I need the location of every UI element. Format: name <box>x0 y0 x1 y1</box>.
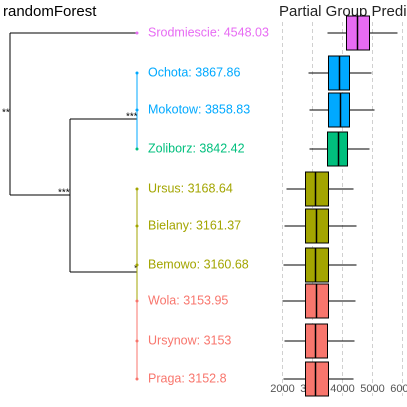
leaf-label: Mokotow: 3858.83 <box>148 102 250 116</box>
leaf-dot <box>135 108 139 112</box>
leaf-dot <box>135 187 139 191</box>
x-tick-label: 6000 <box>390 383 407 395</box>
leaf-label: Ursus: 3168.64 <box>148 181 233 195</box>
leaf-dot <box>135 263 139 267</box>
box <box>327 131 349 167</box>
leaf-dot <box>135 147 139 151</box>
significance-label: *** <box>58 188 70 199</box>
leaf-dot <box>135 339 139 343</box>
x-tick-label: 4000 <box>330 383 354 395</box>
leaf-label: Praga: 3152.8 <box>148 371 227 385</box>
leaf-dot <box>135 377 139 381</box>
leaf-label: Zoliborz: 3842.42 <box>148 141 245 155</box>
box <box>305 247 329 283</box>
tree-title: randomForest <box>3 3 97 20</box>
leaf-label: Bemowo: 3160.68 <box>148 257 249 271</box>
leaf-dot <box>135 299 139 303</box>
leaf-label: Ursynow: 3153 <box>148 333 231 347</box>
leaf-dot <box>135 224 139 228</box>
leaf-dot <box>135 31 139 35</box>
leaf-dot <box>135 71 139 75</box>
x-tick-label: 2000 <box>270 383 294 395</box>
significance-label: ** <box>2 108 10 119</box>
box <box>305 361 329 397</box>
chart-title: Partial Group Predictions <box>279 3 407 20</box>
leaf-label: Ochota: 3867.86 <box>148 65 240 79</box>
box <box>305 323 329 359</box>
box <box>305 171 329 207</box>
x-tick-label: 5000 <box>360 383 384 395</box>
significance-label: *** <box>126 112 138 123</box>
leaf-label: Srodmiescie: 4548.03 <box>148 25 269 39</box>
box <box>327 92 350 128</box>
leaf-label: Wola: 3153.95 <box>148 293 228 307</box>
leaf-label: Bielany: 3161.37 <box>148 218 241 232</box>
tree-lines <box>9 32 137 273</box>
significance-label: * <box>134 264 138 275</box>
